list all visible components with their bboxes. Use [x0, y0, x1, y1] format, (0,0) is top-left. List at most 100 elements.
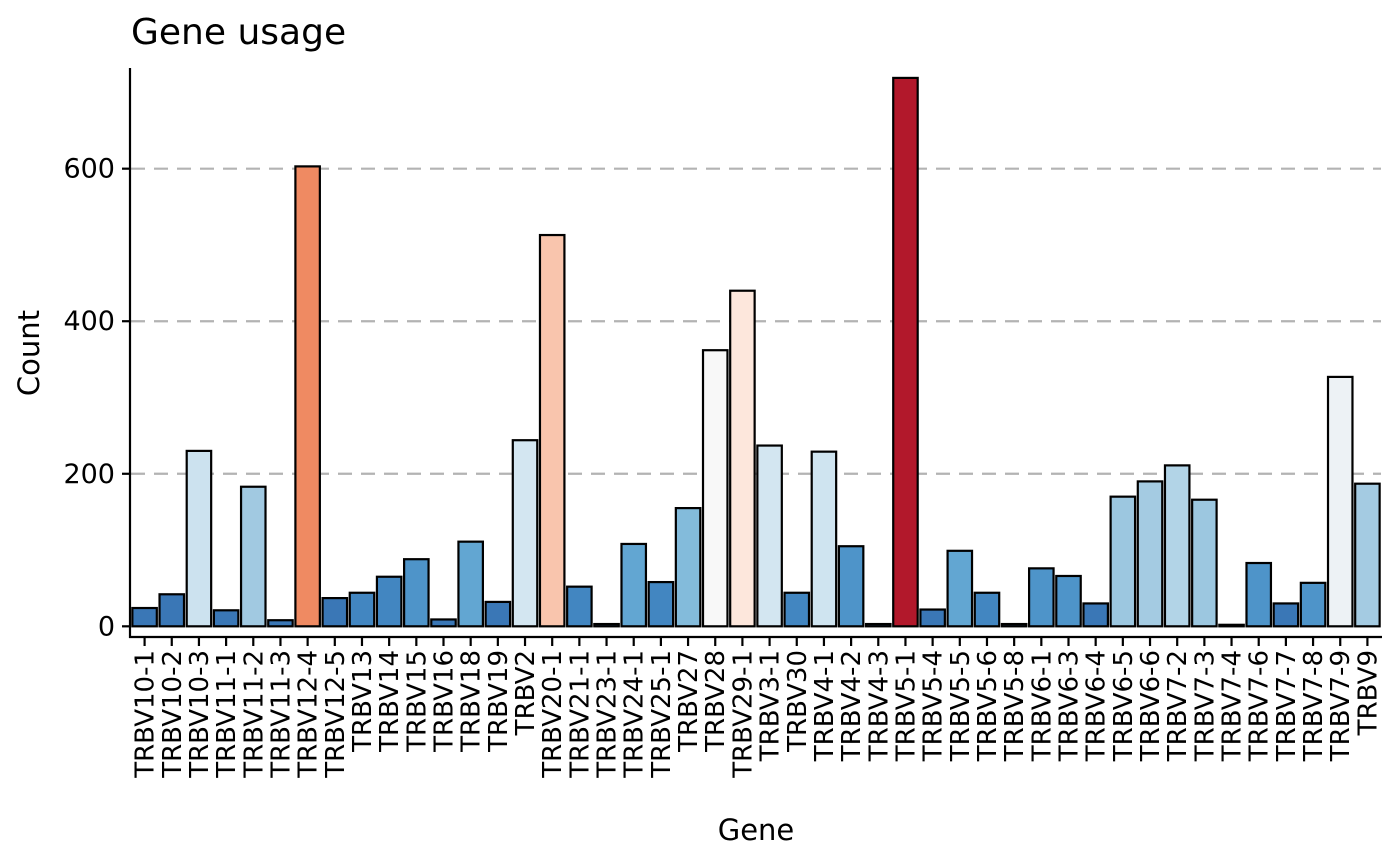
bar-trbv30 — [783, 591, 811, 628]
x-tick-label-trbv23-1: TRBV23-1 — [593, 650, 623, 779]
x-tick-label-trbv24-1: TRBV24-1 — [620, 650, 650, 779]
x-tick-label-trbv13: TRBV13 — [348, 650, 378, 753]
y-tick-label-0: 0 — [98, 611, 115, 642]
bar-trbv7-2 — [1163, 464, 1191, 628]
bar-trbv6-3 — [1055, 574, 1082, 628]
x-tick-label-trbv4-2: TRBV4-2 — [837, 650, 867, 762]
x-tick-label-trbv6-1: TRBV6-1 — [1027, 650, 1057, 762]
bar-trbv28 — [701, 349, 729, 628]
bar-trbv11-1 — [212, 609, 240, 628]
x-tick-label-trbv16: TRBV16 — [430, 650, 460, 753]
x-tick-label-trbv7-2: TRBV7-2 — [1163, 650, 1193, 762]
bar-trbv7-7 — [1272, 602, 1300, 628]
x-tick-label-trbv9: TRBV9 — [1353, 650, 1383, 736]
x-tick-label-trbv30: TRBV30 — [783, 650, 813, 753]
x-tick-label-trbv29-1: TRBV29-1 — [728, 650, 758, 779]
x-tick-label-trbv3-1: TRBV3-1 — [756, 650, 786, 762]
x-tick-label-trbv19: TRBV19 — [484, 650, 514, 753]
bar-trbv7-4 — [1218, 623, 1245, 628]
x-tick-label-trbv21-1: TRBV21-1 — [565, 650, 595, 779]
bar-trbv4-2 — [837, 545, 865, 628]
bar-trbv10-2 — [158, 593, 186, 628]
x-tick-label-trbv6-4: TRBV6-4 — [1082, 650, 1112, 762]
x-tick-label-trbv2: TRBV2 — [511, 650, 541, 736]
bar-trbv6-1 — [1027, 567, 1055, 628]
x-tick-label-trbv11-1: TRBV11-1 — [212, 650, 242, 779]
x-tick-label-trbv10-2: TRBV10-2 — [158, 650, 188, 779]
y-tick-label-600: 600 — [63, 154, 115, 185]
bar-trbv3-1 — [756, 444, 783, 628]
x-tick-label-trbv12-4: TRBV12-4 — [294, 650, 324, 779]
y-axis-title: Count — [12, 310, 46, 396]
x-tick-label-trbv6-3: TRBV6-3 — [1055, 650, 1085, 762]
chart-title: Gene usage — [131, 12, 346, 53]
bar-trbv7-8 — [1299, 581, 1327, 628]
bar-trbv5-1 — [892, 76, 919, 628]
y-tick-label-400: 400 — [63, 306, 115, 337]
bar-trbv20-1 — [538, 233, 566, 628]
bar-trbv5-4 — [919, 608, 946, 628]
bar-trbv9 — [1354, 482, 1381, 628]
x-tick-label-trbv14: TRBV14 — [375, 650, 405, 753]
bar-trbv5-5 — [946, 549, 974, 628]
x-tick-label-trbv5-5: TRBV5-5 — [946, 650, 976, 762]
x-tick-label-trbv15: TRBV15 — [402, 650, 432, 753]
bar-trbv4-3 — [864, 622, 892, 628]
bar-trbv10-1 — [131, 606, 158, 628]
bar-trbv12-5 — [321, 597, 349, 628]
bar-trbv21-1 — [566, 585, 593, 628]
x-tick-label-trbv12-5: TRBV12-5 — [321, 650, 351, 779]
x-tick-label-trbv6-5: TRBV6-5 — [1109, 650, 1139, 762]
x-tick-label-trbv4-3: TRBV4-3 — [864, 650, 894, 762]
x-tick-label-trbv4-1: TRBV4-1 — [810, 650, 840, 762]
x-tick-label-trbv7-3: TRBV7-3 — [1190, 650, 1220, 762]
x-tick-label-trbv10-3: TRBV10-3 — [185, 650, 215, 779]
bar-trbv14 — [375, 575, 403, 628]
x-tick-label-trbv20-1: TRBV20-1 — [538, 650, 568, 779]
x-tick-label-trbv10-1: TRBV10-1 — [131, 650, 161, 779]
x-tick-label-trbv28: TRBV28 — [701, 650, 731, 753]
bar-trbv11-3 — [267, 619, 294, 628]
bar-trbv6-4 — [1082, 602, 1110, 628]
x-tick-label-trbv6-6: TRBV6-6 — [1136, 650, 1166, 762]
x-axis-title: Gene — [718, 813, 795, 847]
bar-trbv2 — [511, 439, 539, 628]
bar-trbv5-6 — [973, 591, 1001, 628]
x-tick-label-trbv27: TRBV27 — [674, 650, 704, 753]
x-tick-label-trbv7-4: TRBV7-4 — [1218, 650, 1248, 762]
x-tick-label-trbv5-4: TRBV5-4 — [919, 650, 949, 762]
bar-trbv12-4 — [294, 165, 321, 628]
x-axis-ticks: TRBV10-1TRBV10-2TRBV10-3TRBV11-1TRBV11-2… — [131, 638, 1383, 779]
bar-trbv11-2 — [239, 485, 267, 628]
bar-trbv10-3 — [185, 449, 213, 628]
x-tick-label-trbv5-1: TRBV5-1 — [891, 650, 921, 762]
x-tick-label-trbv7-8: TRBV7-8 — [1299, 650, 1329, 762]
y-tick-label-200: 200 — [63, 459, 115, 490]
bars — [131, 76, 1381, 628]
x-tick-label-trbv7-6: TRBV7-6 — [1245, 650, 1275, 762]
x-tick-label-trbv7-9: TRBV7-9 — [1326, 650, 1356, 762]
x-tick-label-trbv5-6: TRBV5-6 — [973, 650, 1003, 762]
bar-trbv7-6 — [1245, 561, 1273, 628]
bar-trbv16 — [430, 618, 457, 628]
x-tick-label-trbv25-1: TRBV25-1 — [647, 650, 677, 779]
bar-trbv6-6 — [1136, 480, 1164, 628]
bar-trbv23-1 — [593, 622, 620, 628]
x-tick-label-trbv7-7: TRBV7-7 — [1272, 650, 1302, 762]
bar-trbv13 — [348, 591, 376, 628]
bar-trbv18 — [457, 540, 485, 628]
bar-trbv7-9 — [1326, 375, 1354, 628]
bar-trbv7-3 — [1191, 498, 1218, 628]
bar-trbv6-5 — [1109, 495, 1137, 628]
bar-trbv24-1 — [620, 542, 648, 628]
y-axis-ticks: 0 200 400 600 — [63, 154, 130, 642]
bar-trbv4-1 — [810, 450, 838, 628]
bar-trbv27 — [674, 506, 702, 628]
x-tick-label-trbv11-3: TRBV11-3 — [266, 650, 296, 779]
bar-trbv29-1 — [729, 289, 756, 628]
x-tick-label-trbv5-8: TRBV5-8 — [1000, 650, 1030, 762]
bar-trbv5-8 — [1000, 622, 1028, 628]
x-tick-label-trbv11-2: TRBV11-2 — [239, 650, 269, 779]
bar-trbv25-1 — [647, 580, 675, 628]
